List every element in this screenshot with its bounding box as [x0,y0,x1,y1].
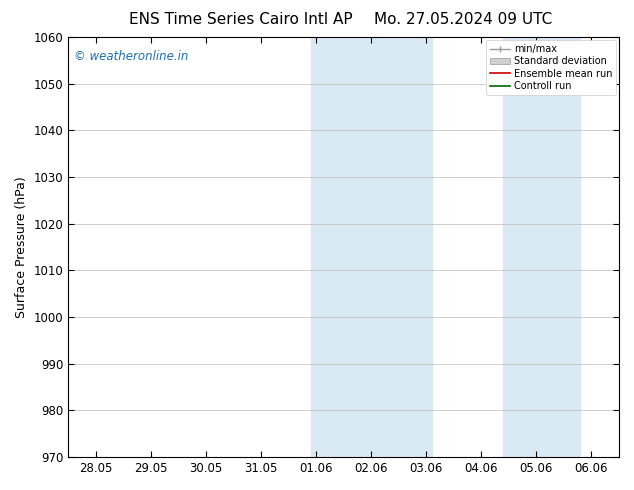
Bar [542,37,581,457]
Bar [503,37,542,457]
Y-axis label: Surface Pressure (hPa): Surface Pressure (hPa) [15,176,28,318]
Bar [371,37,432,457]
Text: Mo. 27.05.2024 09 UTC: Mo. 27.05.2024 09 UTC [373,12,552,27]
Legend: min/max, Standard deviation, Ensemble mean run, Controll run: min/max, Standard deviation, Ensemble me… [486,40,616,95]
Bar [311,37,371,457]
Text: © weatheronline.in: © weatheronline.in [74,50,188,63]
Text: ENS Time Series Cairo Intl AP: ENS Time Series Cairo Intl AP [129,12,353,27]
